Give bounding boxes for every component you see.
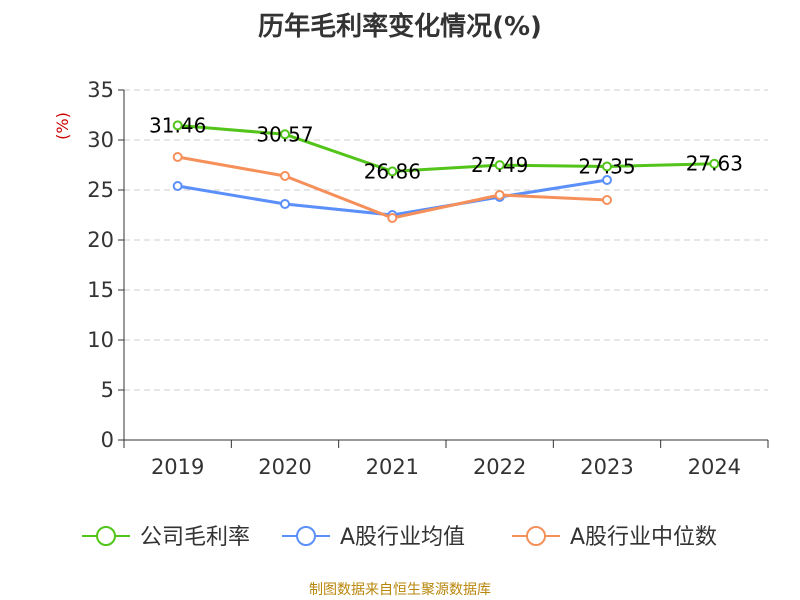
legend[interactable]: 公司毛利率 A股行业均值 A股行业中位数 xyxy=(82,525,717,550)
data-label: 27.63 xyxy=(686,152,743,176)
data-point xyxy=(172,152,183,162)
axes: 0 5 10 15 20 25 30 35 2019 2020 2021 2022 2023 2024 (%… xyxy=(53,78,769,479)
data-point xyxy=(387,166,398,177)
legend-label: 公司毛利率 xyxy=(140,525,250,550)
x-tick-label: 2023 xyxy=(580,455,633,479)
data-point xyxy=(172,120,183,131)
data-point xyxy=(172,181,183,191)
gridlines xyxy=(124,89,768,391)
x-tick-label: 2019 xyxy=(151,455,204,479)
data-point xyxy=(602,195,612,205)
source-note: 制图数据来自恒生聚源数据库 xyxy=(309,582,491,598)
y-tick-label: 25 xyxy=(87,178,114,202)
data-label: 27.35 xyxy=(578,155,635,179)
data-point xyxy=(280,129,290,140)
data-point xyxy=(709,158,720,169)
data-label: 26.86 xyxy=(364,159,421,183)
y-tick-label: 10 xyxy=(87,328,114,352)
legend-item-0[interactable]: 公司毛利率 xyxy=(82,525,250,550)
x-tick-label: 2022 xyxy=(473,455,526,479)
legend-item-1[interactable]: A股行业均值 xyxy=(282,525,465,550)
data-label: 30.57 xyxy=(256,122,313,146)
series-line-0 xyxy=(177,123,715,173)
data-labels: 31.46 30.57 26.86 27.49 27.35 27.63 xyxy=(149,113,743,183)
data-point xyxy=(280,199,290,209)
data-point xyxy=(494,190,505,200)
data-label: 27.49 xyxy=(471,153,528,177)
y-tick-label: 30 xyxy=(87,128,114,152)
legend-label: A股行业均值 xyxy=(340,525,465,550)
y-tick-label: 0 xyxy=(101,428,114,452)
data-point xyxy=(602,161,612,172)
legend-marker xyxy=(526,526,546,546)
data-point xyxy=(387,213,398,223)
legend-label: A股行业中位数 xyxy=(570,525,717,550)
series-lines xyxy=(172,120,720,223)
y-tick-label: 15 xyxy=(87,278,114,302)
x-tick-label: 2024 xyxy=(688,455,741,479)
y-tick-label: 35 xyxy=(87,78,114,102)
chart-title: 历年毛利率变化情况(%) xyxy=(258,12,542,42)
x-tick-label: 2020 xyxy=(258,455,311,479)
data-point xyxy=(602,175,612,185)
y-axis-unit-label: (%) xyxy=(53,112,72,140)
legend-marker xyxy=(96,526,116,546)
x-tick-label: 2021 xyxy=(366,455,419,479)
data-point xyxy=(280,171,290,181)
data-point xyxy=(494,160,505,171)
data-label: 31.46 xyxy=(149,113,206,137)
y-tick-label: 20 xyxy=(87,228,114,252)
y-tick-label: 5 xyxy=(101,378,114,402)
legend-item-2[interactable]: A股行业中位数 xyxy=(512,525,717,550)
legend-marker xyxy=(296,526,316,546)
